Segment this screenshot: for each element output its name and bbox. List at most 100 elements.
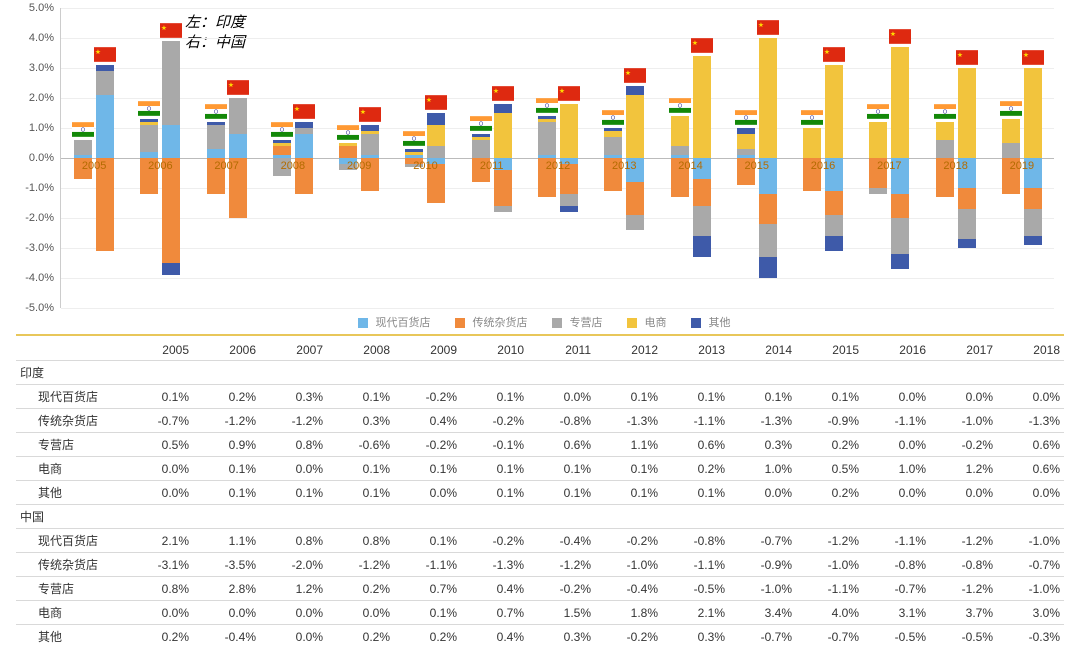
year-group: 2006	[127, 8, 193, 308]
cell: -1.3%	[997, 409, 1064, 433]
cell: -3.1%	[126, 553, 193, 577]
bar-seg-trad	[1024, 188, 1042, 209]
cell: 0.0%	[729, 481, 796, 505]
bar-seg-ecom	[538, 119, 556, 122]
bar-seg-spec	[936, 140, 954, 158]
legend: 现代百货店传统杂货店专营店电商其他	[16, 314, 1064, 336]
cell: 0.3%	[729, 433, 796, 457]
bar-seg-other	[560, 206, 578, 212]
cell: -0.2%	[595, 625, 662, 649]
cell: 0.1%	[260, 481, 327, 505]
row-label: 电商	[16, 601, 126, 625]
bar-seg-spec	[626, 215, 644, 230]
legend-item: 其他	[683, 317, 731, 329]
cell: -0.5%	[662, 577, 729, 601]
bar-seg-trad	[891, 194, 909, 218]
china-flag-icon	[691, 38, 713, 53]
bar-seg-ecom	[560, 104, 578, 158]
bar-seg-trad	[339, 146, 357, 158]
cell: 2.8%	[193, 577, 260, 601]
bar-seg-spec	[560, 194, 578, 206]
cell: 0.0%	[997, 385, 1064, 409]
india-flag-icon	[669, 98, 691, 113]
cell: 3.1%	[863, 601, 930, 625]
cell: 0.3%	[528, 625, 595, 649]
table-row: 传统杂货店-3.1%-3.5%-2.0%-1.2%-1.1%-1.3%-1.2%…	[16, 553, 1064, 577]
bar-seg-spec	[162, 41, 180, 125]
bar-seg-ecom	[273, 143, 291, 146]
cell: 0.1%	[595, 481, 662, 505]
cell: 0.0%	[260, 625, 327, 649]
col-header: 2018	[997, 340, 1064, 361]
bar-seg-spec	[958, 209, 976, 239]
year-group: 2007	[194, 8, 260, 308]
cell: -1.2%	[260, 409, 327, 433]
cell: 0.3%	[260, 385, 327, 409]
cell: -0.7%	[796, 625, 863, 649]
cell: 0.0%	[327, 601, 394, 625]
cell: -0.4%	[528, 529, 595, 553]
cell: -0.8%	[662, 529, 729, 553]
bar-seg-other	[361, 125, 379, 131]
cell: 0.4%	[461, 577, 528, 601]
year-group: 2005	[61, 8, 127, 308]
cell: 1.2%	[260, 577, 327, 601]
china-flag-icon	[293, 104, 315, 119]
table-row: 专营店0.8%2.8%1.2%0.2%0.7%0.4%-0.2%-0.4%-0.…	[16, 577, 1064, 601]
india-flag-icon	[337, 125, 359, 140]
cell: 0.1%	[461, 385, 528, 409]
cell: 0.0%	[930, 385, 997, 409]
bar-seg-modern	[162, 125, 180, 158]
cell: 1.1%	[193, 529, 260, 553]
cell: -0.6%	[327, 433, 394, 457]
cell: 0.7%	[461, 601, 528, 625]
bar-seg-other	[825, 236, 843, 251]
india-flag-icon	[271, 122, 293, 137]
cell: 3.0%	[997, 601, 1064, 625]
x-tick-label: 2005	[82, 160, 106, 172]
col-header: 2010	[461, 340, 528, 361]
cell: -1.2%	[796, 529, 863, 553]
cell: -1.2%	[193, 409, 260, 433]
bar-seg-ecom	[626, 95, 644, 158]
cell: -0.5%	[863, 625, 930, 649]
cell: 0.2%	[796, 433, 863, 457]
table-row: 电商0.0%0.0%0.0%0.0%0.1%0.7%1.5%1.8%2.1%3.…	[16, 601, 1064, 625]
china-flag-icon	[624, 68, 646, 83]
cell: -0.8%	[528, 409, 595, 433]
bar-seg-ecom	[604, 131, 622, 137]
cell: 0.6%	[528, 433, 595, 457]
bar-seg-spec	[74, 140, 92, 155]
china-flag-icon	[227, 80, 249, 95]
bar-seg-modern	[96, 95, 114, 158]
cell: 0.4%	[394, 409, 461, 433]
china-flag-icon	[359, 107, 381, 122]
cell: -1.0%	[997, 529, 1064, 553]
col-header: 2005	[126, 340, 193, 361]
bar-seg-ecom	[803, 128, 821, 158]
cell: 0.9%	[193, 433, 260, 457]
cell: 2.1%	[126, 529, 193, 553]
cell: 0.0%	[930, 481, 997, 505]
year-group: 2009	[326, 8, 392, 308]
bar-seg-trad	[693, 179, 711, 206]
bar-seg-spec	[361, 134, 379, 155]
bar-seg-spec	[538, 122, 556, 155]
cell: 0.1%	[394, 457, 461, 481]
cell: 0.8%	[327, 529, 394, 553]
cell: 0.0%	[863, 481, 930, 505]
y-tick-label: -5.0%	[25, 302, 54, 314]
cell: -1.1%	[796, 577, 863, 601]
x-tick-label: 2014	[678, 160, 702, 172]
cell: -0.2%	[394, 433, 461, 457]
x-tick-label: 2018	[943, 160, 967, 172]
year-group: 2017	[856, 8, 922, 308]
x-tick-label: 2015	[745, 160, 769, 172]
cell: -1.1%	[662, 553, 729, 577]
cell: -0.7%	[729, 529, 796, 553]
data-table: 2005200620072008200920102011201220132014…	[16, 340, 1064, 648]
table-row: 现代百货店0.1%0.2%0.3%0.1%-0.2%0.1%0.0%0.1%0.…	[16, 385, 1064, 409]
cell: 0.2%	[796, 481, 863, 505]
cell: -1.1%	[863, 409, 930, 433]
cell: -0.8%	[930, 553, 997, 577]
